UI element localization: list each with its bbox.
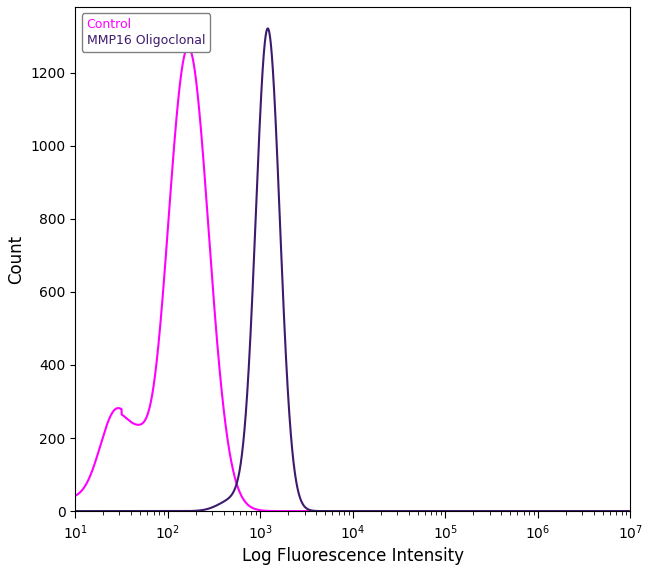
Line: MMP16 Oligoclonal: MMP16 Oligoclonal	[0, 29, 630, 511]
Control	[185, 43, 192, 50]
MMP16 Oligoclonal	[6, 508, 14, 515]
MMP16 Oligoclonal	[296, 492, 304, 499]
MMP16 Oligoclonal	[18, 508, 25, 515]
X-axis label: Log Fluorescence Intensity: Log Fluorescence Intensity	[242, 547, 464, 565]
Control	[296, 508, 304, 515]
Legend: Control, MMP16 Oligoclonal: Control, MMP16 Oligoclonal	[82, 13, 210, 51]
Control	[106, 414, 114, 421]
Y-axis label: Count: Count	[7, 235, 25, 284]
Control	[18, 491, 25, 498]
Control	[6, 491, 14, 498]
Control	[627, 508, 634, 515]
MMP16 Oligoclonal	[627, 508, 634, 515]
MMP16 Oligoclonal	[264, 25, 272, 32]
MMP16 Oligoclonal	[592, 508, 600, 515]
Line: Control: Control	[0, 47, 630, 511]
Control	[592, 508, 600, 515]
MMP16 Oligoclonal	[106, 508, 114, 515]
